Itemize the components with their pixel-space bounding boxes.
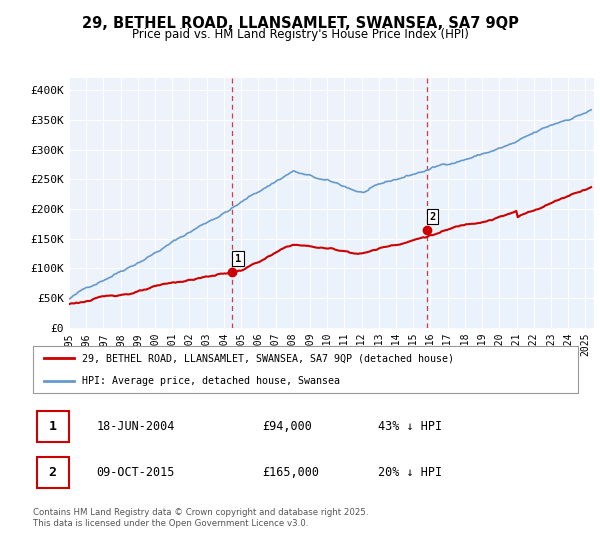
- Text: 43% ↓ HPI: 43% ↓ HPI: [378, 420, 442, 433]
- FancyBboxPatch shape: [37, 410, 68, 442]
- Text: HPI: Average price, detached house, Swansea: HPI: Average price, detached house, Swan…: [82, 376, 340, 386]
- Text: 2: 2: [49, 466, 56, 479]
- Text: £94,000: £94,000: [262, 420, 312, 433]
- Text: 1: 1: [49, 420, 56, 433]
- Text: 1: 1: [235, 254, 241, 264]
- FancyBboxPatch shape: [37, 457, 68, 488]
- Text: 2: 2: [430, 212, 436, 222]
- FancyBboxPatch shape: [33, 347, 578, 393]
- Text: 29, BETHEL ROAD, LLANSAMLET, SWANSEA, SA7 9QP: 29, BETHEL ROAD, LLANSAMLET, SWANSEA, SA…: [82, 16, 518, 31]
- Text: 29, BETHEL ROAD, LLANSAMLET, SWANSEA, SA7 9QP (detached house): 29, BETHEL ROAD, LLANSAMLET, SWANSEA, SA…: [82, 353, 454, 363]
- Text: Price paid vs. HM Land Registry's House Price Index (HPI): Price paid vs. HM Land Registry's House …: [131, 28, 469, 41]
- Text: £165,000: £165,000: [262, 466, 319, 479]
- Text: 20% ↓ HPI: 20% ↓ HPI: [378, 466, 442, 479]
- Text: 18-JUN-2004: 18-JUN-2004: [96, 420, 175, 433]
- Text: Contains HM Land Registry data © Crown copyright and database right 2025.
This d: Contains HM Land Registry data © Crown c…: [33, 508, 368, 528]
- Text: 09-OCT-2015: 09-OCT-2015: [96, 466, 175, 479]
